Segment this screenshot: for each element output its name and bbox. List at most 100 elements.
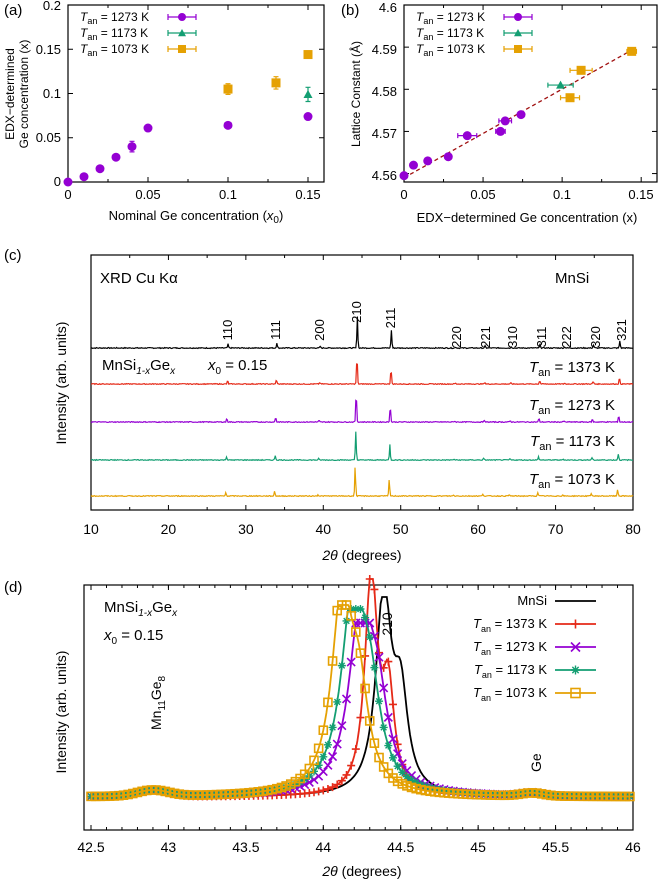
x0-label: x0 = 0.15	[103, 627, 163, 647]
peak-label: 311	[534, 327, 549, 348]
legend-label: Tan = 1073 K	[473, 685, 547, 703]
data-point	[408, 160, 418, 170]
x0-label: x0 = 0.15	[207, 357, 267, 377]
data-point	[356, 605, 365, 613]
y-tick-label: 4.58	[372, 84, 397, 99]
data-point	[303, 89, 313, 98]
x-tick-label: 0	[400, 187, 407, 202]
y-tick-label: 4.56	[372, 168, 397, 183]
data-point	[495, 126, 505, 136]
data-point	[514, 29, 522, 37]
axis-ticks	[90, 255, 634, 510]
legend-label: MnSi	[517, 593, 547, 608]
fit-line	[403, 48, 634, 179]
data-point	[351, 745, 360, 754]
legend-label: Tan = 1273 K	[416, 10, 485, 26]
x-tick-label: 30	[238, 521, 254, 537]
data-point	[332, 739, 342, 749]
formula-label: MnSi1-xGex	[102, 357, 176, 377]
x-axis-label: Nominal Ge concentration (x0)	[109, 208, 284, 226]
axis-ticks	[67, 4, 324, 183]
x-tick-labels: 42.5 43 43.5 44 44.5 45 45.5 46	[77, 839, 641, 855]
x-tick-labels: 0 0.05 0.1 0.15	[400, 187, 653, 202]
data-point	[374, 652, 384, 662]
data-point	[341, 694, 352, 704]
data-point	[223, 120, 233, 130]
data-point	[323, 784, 332, 793]
data-point	[111, 152, 121, 162]
data-point	[423, 156, 433, 166]
x-tick-label: 20	[161, 521, 177, 537]
peak-label: 221	[478, 326, 493, 348]
legend: Tan = 1273 K Tan = 1173 K Tan = 1073 K	[416, 10, 533, 58]
x-tick-label: 40	[316, 521, 332, 537]
data-point	[388, 734, 398, 744]
svg-text:EDX−determined: EDX−determined	[3, 48, 17, 140]
axis-ticks	[90, 585, 634, 830]
plot-frame	[83, 584, 634, 831]
data-point	[365, 575, 374, 583]
legend-markers	[503, 13, 533, 53]
data-point	[375, 697, 384, 706]
formula-label: MnSi1-xGex	[104, 599, 178, 619]
panel-label: (a)	[4, 2, 22, 19]
data-point	[79, 172, 89, 182]
x-tick-label: 80	[625, 521, 641, 537]
data-point	[384, 657, 393, 666]
data-point	[384, 741, 393, 750]
peak-label: 310	[505, 326, 520, 348]
xrd-trace	[90, 399, 634, 424]
peak-label: 222	[559, 326, 574, 348]
legend: MnSi Tan = 1373 K Tan = 1273 K Tan = 117…	[473, 593, 547, 703]
data-point	[347, 761, 356, 770]
data-point	[462, 131, 472, 141]
data-point	[309, 755, 319, 766]
data-point	[337, 776, 346, 785]
data-point	[407, 776, 416, 785]
data-point	[333, 697, 342, 706]
x-tick-label: 0.05	[135, 187, 160, 202]
data-point	[379, 723, 388, 732]
x-axis-label: EDX−determined Ge concentration (x)	[417, 210, 638, 225]
data-point	[399, 171, 409, 181]
data-point	[303, 50, 313, 60]
y-tick-label: 0.15	[36, 42, 61, 57]
y-tick-label: 0.1	[43, 86, 61, 101]
data-point	[351, 605, 360, 613]
data-point	[356, 713, 365, 722]
x-tick-label: 50	[393, 521, 409, 537]
data-point	[178, 45, 186, 53]
xrd-trace	[90, 363, 634, 386]
xrd-trace	[90, 316, 634, 350]
data-point	[556, 80, 566, 89]
xrd-trace	[90, 467, 634, 498]
data-point	[370, 585, 379, 594]
peak-label: 210	[349, 301, 364, 323]
x-tick-label: 0.15	[295, 187, 320, 202]
legend-markers	[167, 13, 197, 53]
mnsi-label: MnSi	[555, 270, 589, 287]
data-point	[514, 45, 522, 53]
data-point	[178, 13, 186, 21]
y-tick-label: 0	[54, 174, 61, 189]
x-tick-label: 70	[548, 521, 564, 537]
legend-label: Tan = 1273 K	[473, 639, 547, 657]
data-point	[383, 712, 393, 722]
peak-index-labels: 110 111 200 210 211 220 221 310 311 222 …	[220, 301, 629, 348]
data-point	[323, 760, 333, 770]
x-tick-label: 45.5	[542, 839, 569, 855]
data-point	[576, 65, 586, 75]
y-tick-label: 4.59	[372, 42, 397, 57]
peak-label: 110	[220, 320, 235, 341]
data-point	[500, 116, 510, 126]
data-points	[399, 46, 638, 181]
data-point	[365, 633, 374, 642]
impurity-label: Mn11Ge8	[148, 675, 168, 730]
y-tick-labels: 4.56 4.57 4.58 4.59 4.6	[372, 0, 397, 183]
data-point	[319, 786, 328, 795]
data-point	[360, 683, 370, 694]
trace-label: Tan = 1073 K	[529, 471, 615, 491]
peak-label: 210	[379, 612, 395, 636]
svg-text:Ge concentration (x): Ge concentration (x)	[17, 40, 31, 149]
